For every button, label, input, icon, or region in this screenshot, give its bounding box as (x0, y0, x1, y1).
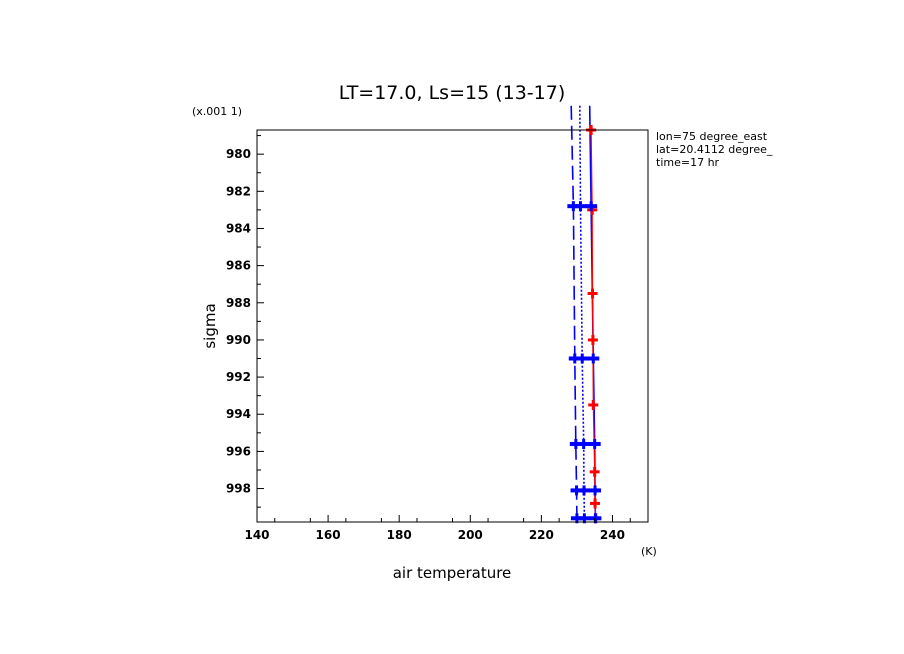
annotation-block: lon=75 degree_east lat=20.4112 degree_ t… (656, 130, 773, 169)
y-tick-label: 998 (226, 482, 251, 496)
y-scale-note: (x.001 1) (192, 105, 242, 118)
y-tick-label: 980 (226, 147, 251, 161)
y-tick-label: 996 (226, 444, 251, 458)
plot-frame (256, 129, 649, 523)
series-line-dashed-2 (570, 105, 578, 519)
y-axis: 980 982 984 986 988 990 992 994 996 998 (226, 135, 264, 508)
annotation-time: time=17 hr (656, 156, 720, 169)
x-tick-label: 220 (529, 528, 554, 542)
y-tick-label: 986 (226, 259, 251, 273)
x-tick-label: 240 (600, 528, 625, 542)
y-tick-label: 992 (226, 370, 251, 384)
annotation-lon: lon=75 degree_east (656, 130, 768, 143)
x-tick-label: 200 (458, 528, 483, 542)
y-axis-title: sigma (201, 303, 219, 348)
series-layer (567, 105, 602, 524)
chart-title: LT=17.0, Ls=15 (13-17) (339, 82, 566, 104)
series-line-solid-3 (590, 129, 597, 519)
x-axis: 140 160 180 200 220 240 (244, 515, 631, 542)
x-tick-label: 140 (244, 528, 269, 542)
x-tick-label: 160 (316, 528, 341, 542)
x-tick-label: 180 (387, 528, 412, 542)
series-line-dotted-1 (579, 105, 586, 519)
y-tick-label: 988 (226, 296, 251, 310)
annotation-lat: lat=20.4112 degree_ (656, 143, 773, 156)
y-tick-label: 982 (226, 184, 251, 198)
y-tick-label: 990 (226, 333, 251, 347)
x-axis-title: air temperature (393, 564, 512, 582)
x-unit: (K) (641, 545, 657, 558)
y-tick-label: 994 (226, 407, 251, 421)
y-tick-label: 984 (226, 221, 251, 235)
